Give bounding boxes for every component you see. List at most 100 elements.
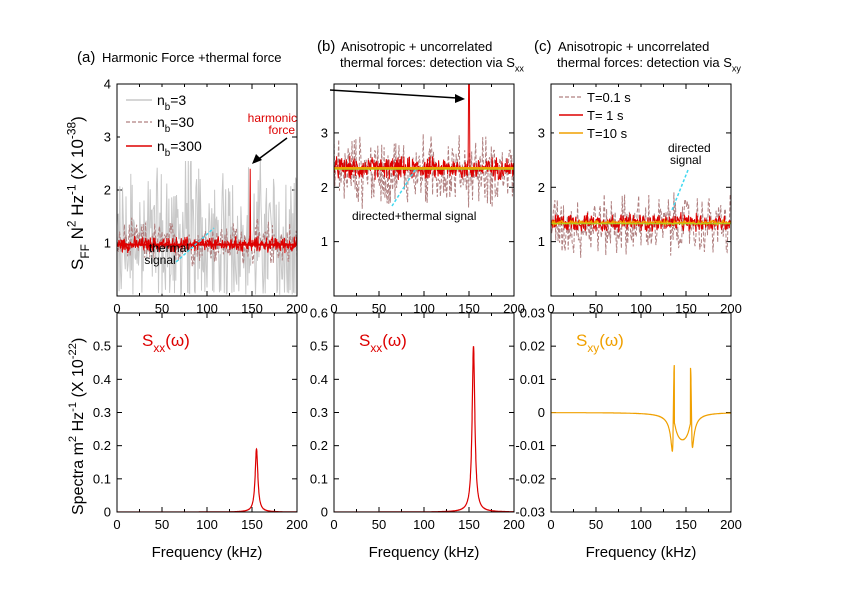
panel-e-plot <box>334 346 514 512</box>
annotation-arrow-b <box>329 89 458 99</box>
annotation-harmonic: harmonic <box>248 111 297 125</box>
x-tick-label: 50 <box>372 517 386 532</box>
cyan-pointer-b <box>391 169 416 207</box>
y-tick-label: 0 <box>104 505 111 520</box>
annotation-thermal: thermal <box>149 241 189 255</box>
series-T1-line <box>551 212 731 233</box>
x-tick-label: 0 <box>547 301 554 316</box>
x-axis-label-f: Frequency (kHz) <box>586 544 697 561</box>
x-tick-label: 50 <box>589 301 603 316</box>
panel-a-frame <box>116 83 298 297</box>
x-axis-label-d: Frequency (kHz) <box>152 544 263 561</box>
x-tick-label: 200 <box>503 301 525 316</box>
x-tick-label: 100 <box>630 517 652 532</box>
annotation-signal: signal <box>144 253 175 267</box>
panel-a-title: Harmonic Force +thermal force <box>102 50 282 65</box>
spectrum-label: Sxx(ω) <box>359 331 407 355</box>
y-tick-label: 0.4 <box>310 372 328 387</box>
x-tick-label: 100 <box>413 517 435 532</box>
y-tick-label: 0.2 <box>310 438 328 453</box>
x-tick-label: 200 <box>286 301 308 316</box>
x-tick-label: 150 <box>241 301 263 316</box>
panel-b-plot <box>334 84 514 209</box>
panel-a-label: (a) <box>77 49 95 66</box>
y-tick-label: 1 <box>321 234 328 249</box>
x-tick-label: 50 <box>589 517 603 532</box>
panel-e-frame <box>333 312 515 513</box>
x-tick-label: 150 <box>458 517 480 532</box>
y-tick-label: -0.03 <box>515 505 545 520</box>
panel-a-plot <box>117 151 297 296</box>
y-tick-label: 0.02 <box>520 339 545 354</box>
x-tick-label: 50 <box>155 517 169 532</box>
panel-f-axes: 0 50 100 150 200 -0.03 -0.02 -0.01 0 0.01 0.02 0.03 <box>515 306 741 533</box>
legend-c: T=0.1 s T= 1 s T=10 s <box>554 87 650 147</box>
annotation-signal: signal <box>670 153 701 167</box>
y-tick-label: 0 <box>321 505 328 520</box>
cyan-pointer <box>175 227 215 263</box>
x-tick-label: 50 <box>155 301 169 316</box>
bottom-y-axis-label: Spectra m2 Hz-1 (X 10-22) <box>67 338 87 515</box>
arrow-head-b <box>455 94 465 103</box>
y-tick-label: 0.3 <box>93 405 111 420</box>
y-tick-label: 2 <box>104 183 111 198</box>
legend-label: nb=30 <box>157 114 194 135</box>
x-tick-label: 200 <box>720 301 742 316</box>
legend-label: T= 1 s <box>587 108 624 123</box>
y-tick-label: -0.02 <box>515 471 545 486</box>
y-tick-label: -0.01 <box>515 438 545 453</box>
panel-e-axes: 0 50 100 150 200 0 0.1 0.2 0.3 0.4 0.5 0.6 <box>310 306 525 533</box>
x-tick-label: 150 <box>675 517 697 532</box>
panel-c-title-line1: Anisotropic + uncorrelated <box>558 39 709 54</box>
x-tick-label: 100 <box>196 301 218 316</box>
legend-background <box>554 87 650 147</box>
annotation-directed-thermal: directed+thermal signal <box>352 209 476 223</box>
y-tick-label: 4 <box>104 77 111 92</box>
annotation-arrow <box>255 137 288 162</box>
x-tick-label: 200 <box>503 517 525 532</box>
y-tick-label: 3 <box>538 125 545 140</box>
x-tick-label: 0 <box>113 301 120 316</box>
x-axis-label-e: Frequency (kHz) <box>369 544 480 561</box>
x-tick-label: 200 <box>720 517 742 532</box>
series-red-line <box>334 84 514 181</box>
cyan-pointer-c <box>671 169 689 211</box>
x-tick-label: 150 <box>458 301 480 316</box>
y-tick-label: 0.6 <box>310 306 328 321</box>
series-Sxy-line <box>551 365 731 453</box>
legend-label: T=10 s <box>587 126 628 141</box>
x-tick-label: 200 <box>286 517 308 532</box>
y-tick-label: 0.5 <box>310 339 328 354</box>
x-tick-label: 150 <box>675 301 697 316</box>
legend-a: nb=3nb=30 nb=300 <box>120 87 208 161</box>
panel-f-frame <box>550 312 732 513</box>
y-tick-label: 0 <box>538 405 545 420</box>
y-tick-label: 3 <box>321 125 328 140</box>
legend-label: nb=300 <box>157 138 202 159</box>
y-tick-label: 2 <box>538 180 545 195</box>
x-tick-label: 100 <box>413 301 435 316</box>
y-tick-label: 1 <box>104 236 111 251</box>
series-nb3-line <box>117 151 297 296</box>
panel-c-title-line2: thermal forces: detection via Sxy <box>557 55 741 74</box>
series-T01-line <box>551 192 731 258</box>
x-tick-label: 0 <box>330 301 337 316</box>
x-tick-label: 150 <box>241 517 263 532</box>
y-tick-label: 0.4 <box>93 372 111 387</box>
y-tick-label: 0.03 <box>520 306 545 321</box>
top-y-axis-label: SFF N2 Hz-1 (X 10-38) <box>64 116 92 270</box>
spectrum-label: Sxx(ω) <box>142 331 190 355</box>
series-Sxx-line <box>334 346 514 512</box>
y-tick-label: 0.1 <box>310 471 328 486</box>
y-tick-label: 0.1 <box>93 471 111 486</box>
panel-c-label: (c) <box>534 38 552 55</box>
annotation-directed: directed <box>668 141 711 155</box>
x-tick-label: 0 <box>547 517 554 532</box>
panel-b-title-line1: Anisotropic + uncorrelated <box>341 39 492 54</box>
panel-c-axes: 0 50 100 150 200 1 2 3 <box>538 84 742 316</box>
panel-b-frame <box>333 83 515 297</box>
panel-d-frame <box>116 312 298 513</box>
x-tick-label: 0 <box>330 517 337 532</box>
panel-f-plot <box>551 365 731 453</box>
